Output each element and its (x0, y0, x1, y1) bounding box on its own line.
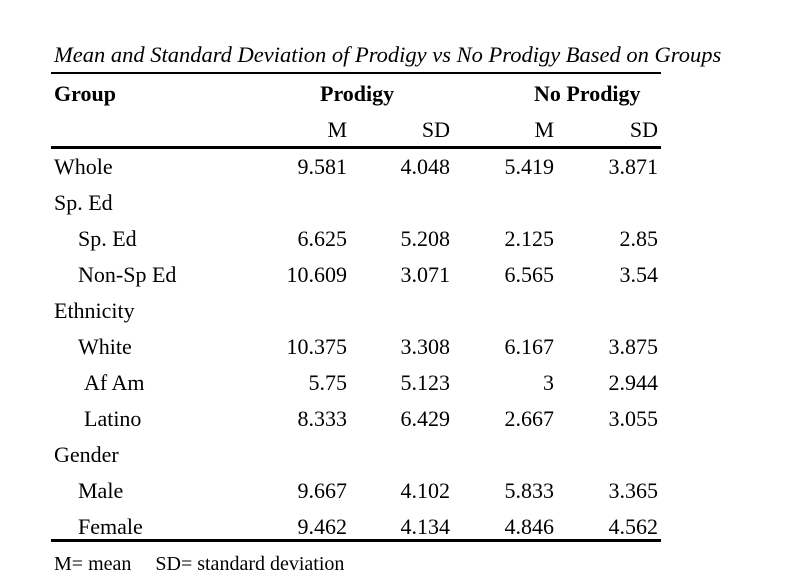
table-row: Male 9.667 4.102 5.833 3.365 (51, 473, 661, 509)
table-row: Female 9.462 4.134 4.846 4.562 (51, 509, 661, 545)
section-label: Sp. Ed (54, 190, 113, 215)
no-prodigy-mean: 6.565 (504, 262, 555, 287)
row-label: Whole (54, 154, 113, 179)
no-prodigy-mean: 6.167 (504, 334, 555, 359)
prodigy-sd: 4.102 (400, 478, 451, 503)
prodigy-mean: 5.75 (308, 370, 348, 395)
prodigy-sd: 5.123 (400, 370, 451, 395)
table-row: Latino 8.333 6.429 2.667 3.055 (51, 401, 661, 437)
no-prodigy-mean: 5.419 (504, 154, 555, 179)
prodigy-sd: 4.134 (400, 514, 451, 539)
table-row: Af Am 5.75 5.123 3 2.944 (51, 365, 661, 401)
no-prodigy-mean: 5.833 (504, 478, 555, 503)
table-row: White 10.375 3.308 6.167 3.875 (51, 329, 661, 365)
header-row-groups: Group Prodigy No Prodigy (51, 76, 661, 112)
header-no-prodigy: No Prodigy (534, 81, 641, 106)
header-m-prodigy: M (327, 117, 347, 142)
table-row: Sp. Ed (51, 185, 661, 221)
table-caption: Mean and Standard Deviation of Prodigy v… (54, 42, 722, 67)
table-row: Whole 9.581 4.048 5.419 3.871 (51, 149, 661, 185)
table-bottom-rule (51, 539, 661, 542)
no-prodigy-sd: 2.85 (619, 226, 659, 251)
row-label: Af Am (84, 370, 145, 395)
no-prodigy-sd: 3.365 (608, 478, 659, 503)
row-label: Male (78, 478, 124, 503)
prodigy-sd: 6.429 (400, 406, 451, 431)
prodigy-sd: 5.208 (400, 226, 451, 251)
footnote-sd: SD= standard deviation (155, 553, 345, 575)
prodigy-mean: 8.333 (297, 406, 348, 431)
table-header-rule (51, 146, 661, 149)
prodigy-mean: 9.581 (297, 154, 348, 179)
prodigy-sd: 4.048 (400, 154, 451, 179)
no-prodigy-sd: 3.871 (608, 154, 659, 179)
header-prodigy: Prodigy (320, 81, 395, 106)
header-row-stats: M SD M SD (51, 112, 661, 148)
no-prodigy-sd: 3.055 (608, 406, 659, 431)
table-top-rule (51, 72, 661, 74)
no-prodigy-sd: 4.562 (608, 514, 659, 539)
row-label: Sp. Ed (78, 226, 137, 251)
section-label: Gender (54, 442, 119, 467)
table-row: Sp. Ed 6.625 5.208 2.125 2.85 (51, 221, 661, 257)
row-label: Female (78, 514, 143, 539)
footnote-mean: M= mean (54, 553, 132, 575)
prodigy-mean: 6.625 (297, 226, 348, 251)
header-sd-no-prodigy: SD (629, 117, 658, 142)
row-label: Non-Sp Ed (78, 262, 177, 287)
prodigy-mean: 9.462 (297, 514, 348, 539)
no-prodigy-mean: 2.667 (504, 406, 555, 431)
prodigy-sd: 3.308 (400, 334, 451, 359)
prodigy-sd: 3.071 (400, 262, 451, 287)
no-prodigy-sd: 2.944 (608, 370, 659, 395)
header-sd-prodigy: SD (421, 117, 450, 142)
no-prodigy-mean: 2.125 (504, 226, 555, 251)
prodigy-mean: 10.609 (286, 262, 348, 287)
table-footnote: M= mean SD= standard deviation (54, 549, 344, 579)
no-prodigy-sd: 3.54 (619, 262, 659, 287)
header-m-no-prodigy: M (534, 117, 554, 142)
section-label: Ethnicity (54, 298, 135, 323)
header-group: Group (54, 81, 116, 106)
prodigy-mean: 9.667 (297, 478, 348, 503)
table-row: Non-Sp Ed 10.609 3.071 6.565 3.54 (51, 257, 661, 293)
table-row: Gender (51, 437, 661, 473)
no-prodigy-mean: 4.846 (504, 514, 555, 539)
row-label: Latino (84, 406, 142, 431)
table-row: Ethnicity (51, 293, 661, 329)
prodigy-mean: 10.375 (286, 334, 348, 359)
no-prodigy-mean: 3 (543, 370, 554, 395)
no-prodigy-sd: 3.875 (608, 334, 659, 359)
row-label: White (78, 334, 132, 359)
